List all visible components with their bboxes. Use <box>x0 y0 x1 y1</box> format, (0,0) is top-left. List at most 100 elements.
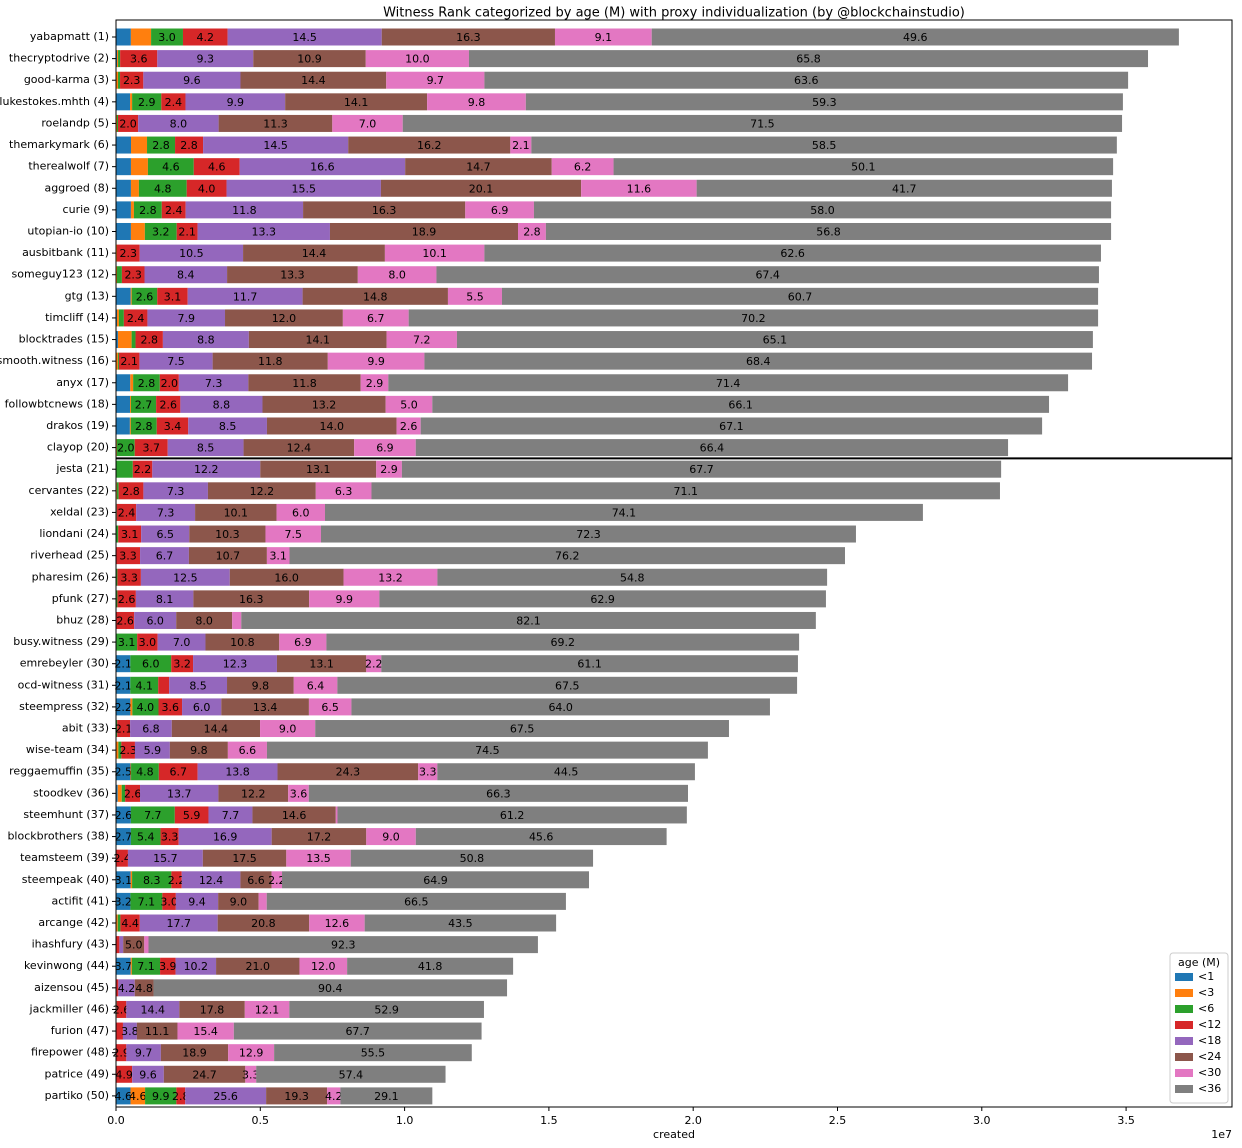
data-label: 58.5 <box>812 139 837 152</box>
bar-segment <box>125 784 141 802</box>
data-label: 67.4 <box>755 269 780 282</box>
bar-segment <box>116 417 130 435</box>
y-tick-label: jesta (21) <box>55 462 109 475</box>
bar-segment <box>116 957 131 975</box>
y-tick-label: blockbrothers (38) <box>7 830 109 843</box>
bar-segment <box>189 525 266 543</box>
legend-title: age (M) <box>1178 956 1220 969</box>
data-label: 2.3 <box>120 247 138 260</box>
data-label: 12.0 <box>311 960 336 973</box>
data-label: 9.8 <box>468 96 486 109</box>
bar-segment <box>364 914 557 932</box>
bar-segment <box>381 28 555 46</box>
data-label: 7.1 <box>137 960 155 973</box>
data-label: 68.4 <box>746 355 771 368</box>
data-label: 62.9 <box>590 593 615 606</box>
bar-segment <box>129 417 131 435</box>
bar-segment <box>120 71 144 89</box>
bar-segment <box>131 957 161 975</box>
data-label: 16.3 <box>372 204 397 217</box>
y-tick-label: busy.witness (29) <box>13 635 109 648</box>
data-label: 12.4 <box>287 442 312 455</box>
data-label: 2.6 <box>116 614 134 627</box>
data-label: 14.4 <box>302 247 327 260</box>
data-label: 59.3 <box>812 96 837 109</box>
data-label: 7.5 <box>167 355 185 368</box>
data-label: 14.1 <box>344 96 369 109</box>
bar-segment <box>116 482 119 500</box>
data-label: 8.8 <box>213 398 231 411</box>
data-label: 18.9 <box>182 1047 207 1060</box>
bar-segment <box>117 50 119 68</box>
data-label: 11.7 <box>233 290 258 303</box>
bar-segment <box>248 331 387 349</box>
data-label: 2.1 <box>120 355 138 368</box>
bar-segment <box>117 914 121 932</box>
bar-segment <box>118 71 121 89</box>
data-label: 3.6 <box>290 787 308 800</box>
bar-segment <box>415 828 667 846</box>
data-label: 2.0 <box>119 117 137 130</box>
bar-segment <box>484 71 1129 89</box>
bar-segment <box>118 352 140 370</box>
y-tick-label: blocktrades (15) <box>19 333 109 346</box>
bar-segment <box>342 309 409 327</box>
bar-segment <box>279 633 327 651</box>
bar-segment <box>116 914 118 932</box>
bar-segment <box>207 482 316 500</box>
bar-segment <box>327 1087 341 1105</box>
bar-segment <box>202 849 287 867</box>
bar-segment <box>533 201 1112 219</box>
data-label: 9.9 <box>152 1090 170 1103</box>
bar-segment <box>225 309 343 327</box>
data-label: 2.1 <box>115 723 133 736</box>
bar-segment <box>228 1044 275 1062</box>
data-label: 7.0 <box>173 636 191 649</box>
bar-segment <box>135 331 163 349</box>
data-label: 9.7 <box>135 1047 153 1060</box>
bar-segment <box>153 979 508 997</box>
bar-segment <box>144 936 149 954</box>
data-label: 24.7 <box>192 1068 217 1081</box>
y-tick-label: someguy123 (12) <box>12 268 109 281</box>
bar-segment <box>148 936 538 954</box>
bar-segment <box>132 93 162 111</box>
data-label: 3.2 <box>114 895 132 908</box>
data-label: 2.4 <box>118 506 136 519</box>
bar-segment <box>131 763 159 781</box>
bar-segment <box>193 655 277 673</box>
bar-segment <box>243 244 385 262</box>
y-tick-label: steempress (32) <box>19 700 109 713</box>
bar-segment <box>167 439 244 457</box>
data-label: 8.3 <box>143 874 161 887</box>
data-label: 2.1 <box>178 225 196 238</box>
data-label: 3.3 <box>120 571 138 584</box>
bar-segment <box>227 741 267 759</box>
bar-segment <box>252 806 336 824</box>
bar-segment <box>130 395 157 413</box>
data-label: 50.8 <box>460 852 485 865</box>
bar-segment <box>484 244 1101 262</box>
bar-segment <box>157 287 188 305</box>
data-label: 20.1 <box>469 182 494 195</box>
bar-segment <box>456 331 1093 349</box>
data-label: 2.6 <box>113 1003 131 1016</box>
bar-segment <box>289 547 845 565</box>
bar-segment <box>218 784 289 802</box>
data-label: 6.7 <box>367 312 385 325</box>
data-label: 41.8 <box>418 960 443 973</box>
bar-segment <box>117 784 122 802</box>
y-tick-label: timcliff (14) <box>45 311 109 324</box>
data-label: 14.5 <box>292 31 317 44</box>
bar-segment <box>468 50 1149 68</box>
bar-segment <box>176 222 198 240</box>
bar-segment <box>116 28 131 46</box>
bar-segment <box>143 71 241 89</box>
legend-label: <36 <box>1198 1082 1221 1095</box>
bar-segment <box>415 439 1009 457</box>
data-label: 9.0 <box>279 723 297 736</box>
bar-segment <box>185 201 304 219</box>
data-label: 13.3 <box>280 269 305 282</box>
y-tick-label: followbtcnews (18) <box>5 397 109 410</box>
